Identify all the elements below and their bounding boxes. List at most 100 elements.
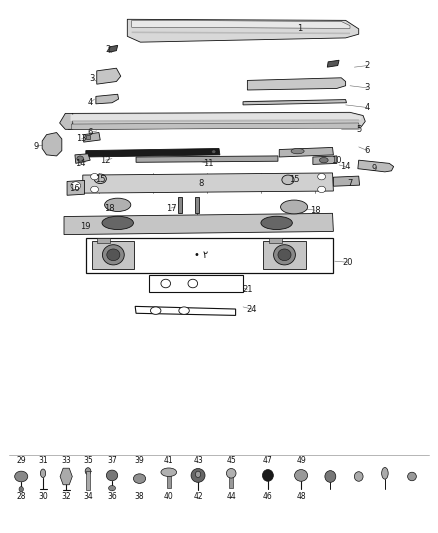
Text: 16: 16 <box>69 184 79 193</box>
Polygon shape <box>86 149 220 157</box>
Text: 3: 3 <box>365 83 370 92</box>
Polygon shape <box>92 241 134 269</box>
Bar <box>230 473 233 488</box>
Polygon shape <box>71 114 362 121</box>
Text: 15: 15 <box>95 175 106 184</box>
Text: 35: 35 <box>83 456 93 465</box>
Text: 30: 30 <box>38 492 48 501</box>
Text: 21: 21 <box>242 285 253 294</box>
Text: 3: 3 <box>90 74 95 83</box>
Ellipse shape <box>91 173 99 180</box>
Polygon shape <box>64 213 333 235</box>
Ellipse shape <box>102 216 134 230</box>
Text: 37: 37 <box>107 456 117 465</box>
Text: 43: 43 <box>193 456 203 465</box>
Text: 33: 33 <box>61 456 71 465</box>
Ellipse shape <box>282 175 294 184</box>
Text: • ٢: • ٢ <box>194 251 208 260</box>
Ellipse shape <box>134 474 146 483</box>
Text: 4: 4 <box>88 98 93 107</box>
Polygon shape <box>60 114 73 130</box>
Ellipse shape <box>191 469 205 482</box>
Bar <box>97 238 110 243</box>
Polygon shape <box>96 94 119 104</box>
Text: 9: 9 <box>371 164 377 173</box>
Ellipse shape <box>274 245 295 265</box>
Text: 2: 2 <box>105 45 110 54</box>
Polygon shape <box>333 176 360 186</box>
Polygon shape <box>109 45 118 52</box>
Text: 6: 6 <box>365 146 370 155</box>
Polygon shape <box>83 173 333 193</box>
Text: 47: 47 <box>263 456 273 465</box>
Ellipse shape <box>318 173 325 180</box>
Polygon shape <box>71 123 360 130</box>
Text: 12: 12 <box>100 156 111 165</box>
Polygon shape <box>67 180 85 195</box>
Text: 19: 19 <box>81 222 91 231</box>
Polygon shape <box>358 160 394 172</box>
Ellipse shape <box>161 468 177 477</box>
Text: 32: 32 <box>61 492 71 501</box>
Polygon shape <box>75 154 90 164</box>
Text: 49: 49 <box>296 456 306 465</box>
Ellipse shape <box>106 470 118 481</box>
Polygon shape <box>65 112 365 130</box>
Ellipse shape <box>105 198 131 212</box>
Polygon shape <box>97 68 121 84</box>
Bar <box>269 238 283 243</box>
Ellipse shape <box>195 471 201 478</box>
Bar <box>86 471 90 490</box>
Polygon shape <box>313 156 337 165</box>
Bar <box>86 135 90 139</box>
Ellipse shape <box>161 279 170 288</box>
Polygon shape <box>135 306 236 316</box>
Polygon shape <box>42 133 62 156</box>
Polygon shape <box>127 19 359 42</box>
Text: 20: 20 <box>343 258 353 266</box>
Ellipse shape <box>107 249 120 261</box>
Text: 13: 13 <box>76 134 87 143</box>
Ellipse shape <box>408 472 417 481</box>
Ellipse shape <box>294 470 307 481</box>
Ellipse shape <box>91 186 99 192</box>
Text: 44: 44 <box>226 492 236 501</box>
Bar <box>149 275 243 292</box>
Text: 6: 6 <box>88 128 93 137</box>
Polygon shape <box>243 100 346 105</box>
Text: 24: 24 <box>247 304 257 313</box>
Text: 31: 31 <box>38 456 48 465</box>
Polygon shape <box>263 241 306 269</box>
Text: 36: 36 <box>107 492 117 501</box>
Text: 38: 38 <box>135 492 145 501</box>
Text: 8: 8 <box>199 179 204 188</box>
Ellipse shape <box>85 468 91 474</box>
Polygon shape <box>73 119 360 123</box>
Ellipse shape <box>94 174 106 183</box>
Ellipse shape <box>325 471 336 482</box>
Polygon shape <box>132 31 350 34</box>
Ellipse shape <box>188 279 198 288</box>
Ellipse shape <box>71 182 81 190</box>
Polygon shape <box>279 148 333 157</box>
Ellipse shape <box>102 245 124 265</box>
Text: 28: 28 <box>17 492 26 501</box>
Polygon shape <box>84 133 100 142</box>
Text: 14: 14 <box>340 162 351 171</box>
Text: 42: 42 <box>193 492 203 501</box>
Text: 18: 18 <box>104 204 114 213</box>
Ellipse shape <box>318 186 325 192</box>
Text: 39: 39 <box>134 456 145 465</box>
Text: 1: 1 <box>297 24 302 33</box>
Text: 15: 15 <box>289 175 299 184</box>
Text: 5: 5 <box>356 125 361 134</box>
Ellipse shape <box>14 471 28 482</box>
Ellipse shape <box>226 469 236 478</box>
Polygon shape <box>60 468 72 485</box>
Ellipse shape <box>278 249 291 261</box>
Text: 34: 34 <box>83 492 93 501</box>
Ellipse shape <box>261 216 292 230</box>
Text: 45: 45 <box>226 456 236 465</box>
Ellipse shape <box>19 487 23 492</box>
Bar <box>195 197 199 213</box>
